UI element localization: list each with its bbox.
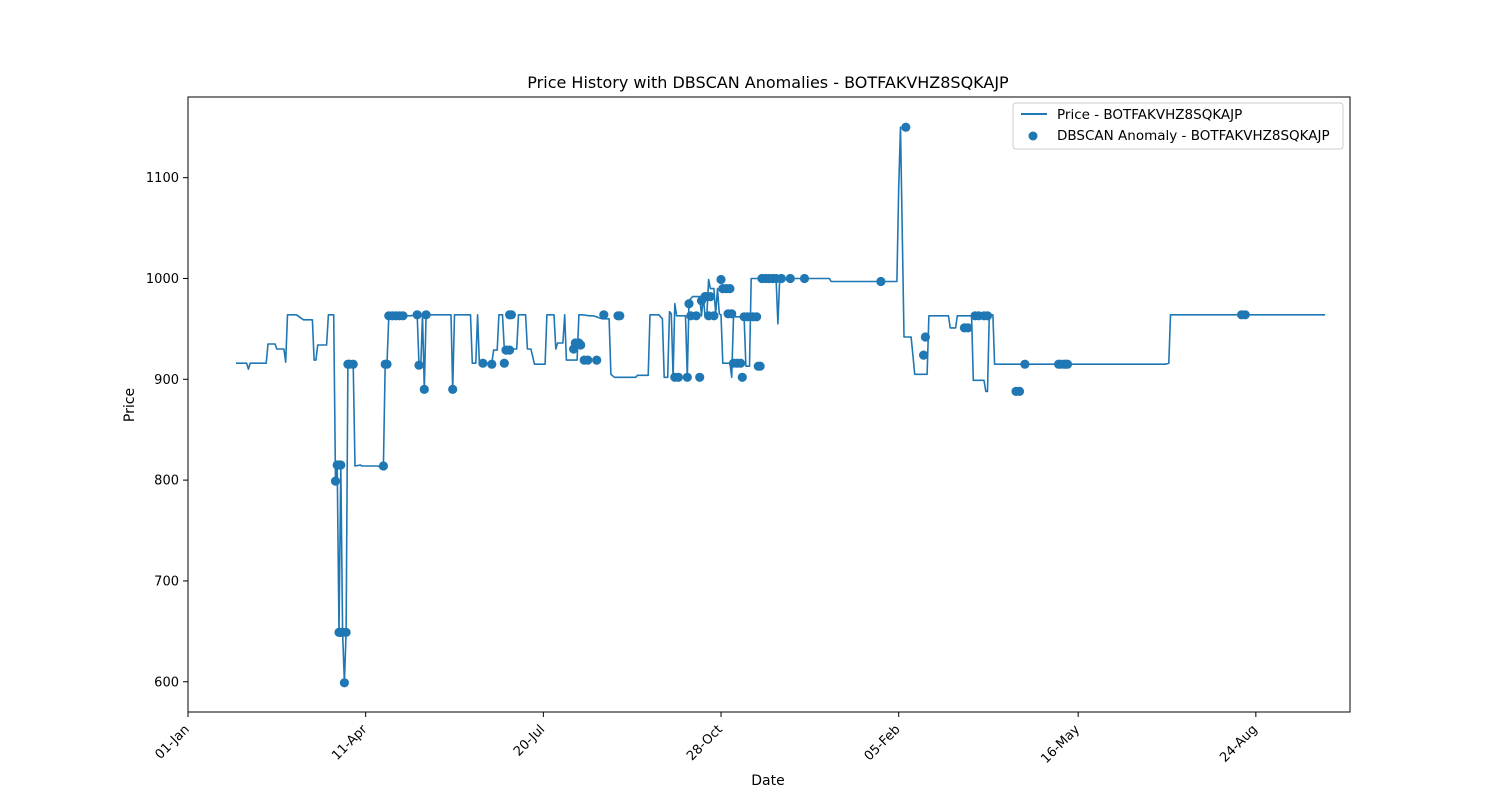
- anomaly-point: [583, 355, 593, 365]
- anomaly-point: [487, 359, 497, 369]
- y-axis-label: Price: [122, 388, 138, 422]
- anomaly-point: [1020, 359, 1030, 369]
- anomaly-point: [378, 461, 388, 471]
- anomaly-point: [599, 310, 609, 320]
- x-tick-label: 28-Oct: [684, 722, 726, 764]
- chart-title: Price History with DBSCAN Anomalies - BO…: [527, 73, 1009, 92]
- x-tick-label: 01-Jan: [153, 722, 193, 762]
- anomaly-point: [691, 311, 701, 321]
- anomaly-point: [963, 323, 973, 333]
- anomaly-point: [716, 274, 726, 285]
- y-tick-label: 600: [154, 675, 179, 690]
- legend: Price - BOTFAKVHZ8SQKAJP DBSCAN Anomaly …: [1012, 102, 1344, 150]
- x-tick-label: 05-Feb: [862, 722, 904, 764]
- anomaly-point: [412, 310, 422, 320]
- anomaly-point: [1062, 359, 1073, 369]
- anomaly-point: [725, 284, 735, 294]
- anomaly-point: [799, 273, 810, 284]
- y-axis: 600 700 800 900 1000 1100: [146, 171, 188, 690]
- anomaly-point: [682, 372, 692, 382]
- anomaly-point: [615, 311, 625, 321]
- y-tick-label: 1000: [146, 272, 179, 287]
- anomaly-point: [876, 276, 886, 287]
- y-tick-label: 700: [154, 574, 179, 589]
- x-tick-label: 24-Aug: [1217, 722, 1260, 765]
- anomaly-point: [348, 359, 358, 369]
- anomaly-point: [1014, 386, 1025, 396]
- anomaly-point: [499, 358, 509, 368]
- anomaly-point: [736, 358, 746, 368]
- plot-area: [187, 96, 1351, 713]
- x-axis-label: Date: [751, 773, 784, 789]
- anomaly-point: [576, 340, 586, 350]
- series-layer: [236, 122, 1326, 688]
- anomaly-point: [920, 332, 931, 342]
- anomaly-point: [709, 311, 719, 321]
- legend-marker-swatch: [1028, 131, 1038, 141]
- y-tick-label: 1100: [146, 171, 179, 186]
- anomaly-point: [737, 372, 747, 382]
- anomaly-point: [695, 372, 705, 382]
- anomaly-point: [505, 345, 515, 355]
- anomaly-point: [1240, 310, 1250, 320]
- legend-label-anomaly: DBSCAN Anomaly - BOTFAKVHZ8SQKAJP: [1057, 128, 1330, 144]
- anomaly-point: [901, 122, 911, 132]
- anomaly-point: [382, 359, 392, 369]
- price-line: [236, 126, 1326, 684]
- anomaly-point: [673, 372, 684, 382]
- y-tick-label: 900: [154, 373, 179, 388]
- anomaly-point: [506, 310, 516, 320]
- anomaly-point: [982, 311, 993, 321]
- anomaly-point: [330, 476, 341, 486]
- x-tick-label: 20-Jul: [511, 722, 548, 759]
- x-tick-label: 11-Apr: [329, 722, 371, 764]
- anomaly-point: [755, 361, 765, 371]
- anomaly-point: [398, 311, 408, 321]
- anomaly-point: [421, 310, 431, 320]
- anomaly-point: [684, 299, 694, 309]
- legend-label-price: Price - BOTFAKVHZ8SQKAJP: [1057, 107, 1242, 123]
- anomaly-point: [752, 312, 762, 322]
- anomaly-point: [776, 273, 787, 284]
- legend-box: [1012, 102, 1344, 150]
- anomaly-point: [478, 358, 488, 368]
- y-tick-label: 800: [154, 474, 179, 489]
- x-axis: 01-Jan 11-Apr 20-Jul 28-Oct 05-Feb 16-May 24-A…: [153, 712, 1261, 767]
- anomaly-point: [341, 627, 351, 638]
- anomaly-point: [339, 678, 349, 688]
- anomaly-point: [727, 309, 737, 319]
- anomaly-point: [448, 384, 458, 394]
- anomaly-point: [919, 350, 929, 360]
- anomaly-point: [705, 292, 716, 302]
- x-tick-label: 16-May: [1038, 722, 1083, 767]
- anomaly-point: [414, 360, 424, 370]
- anomaly-point: [785, 273, 795, 284]
- anomaly-point: [419, 384, 429, 394]
- anomaly-point: [336, 460, 346, 470]
- anomaly-point: [592, 355, 602, 365]
